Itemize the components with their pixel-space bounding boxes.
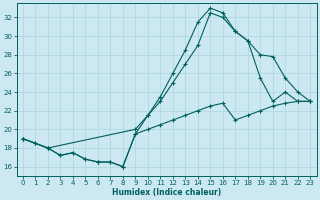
X-axis label: Humidex (Indice chaleur): Humidex (Indice chaleur) [112,188,221,197]
